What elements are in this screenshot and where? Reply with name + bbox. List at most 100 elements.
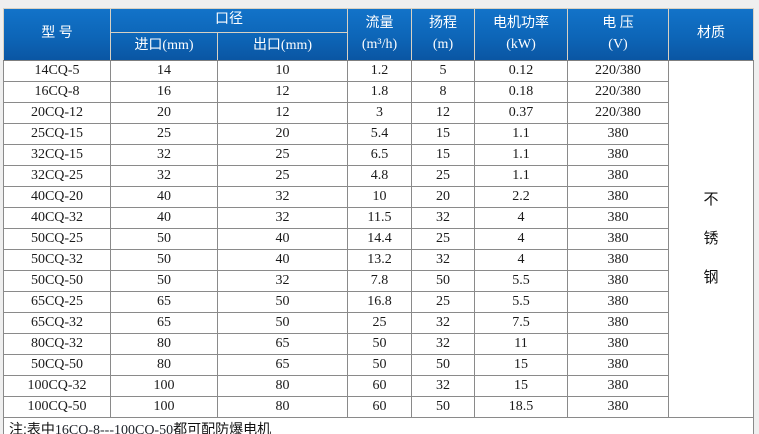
cell-voltage: 220/380 — [567, 102, 669, 124]
cell-flow: 6.5 — [347, 144, 412, 166]
note-row: 注:表中16CQ-8---100CQ-50都可配防爆电机 — [3, 417, 754, 434]
cell-flow: 1.2 — [347, 60, 412, 82]
cell-power: 7.5 — [474, 312, 568, 334]
cell-inlet: 16 — [110, 81, 218, 103]
cell-outlet: 80 — [217, 396, 348, 418]
table-row: 20CQ-12 20 12 3 12 0.37 220/380 — [3, 102, 754, 124]
cell-head: 32 — [411, 207, 475, 229]
header-head: 扬程 (m) — [411, 8, 475, 61]
cell-power: 1.1 — [474, 144, 568, 166]
cell-flow: 4.8 — [347, 165, 412, 187]
cell-model: 20CQ-12 — [3, 102, 111, 124]
cell-model: 50CQ-25 — [3, 228, 111, 250]
material-char: 钢 — [703, 270, 719, 286]
cell-inlet: 14 — [110, 60, 218, 82]
cell-model: 32CQ-25 — [3, 165, 111, 187]
cell-power: 18.5 — [474, 396, 568, 418]
cell-model: 32CQ-15 — [3, 144, 111, 166]
header-inlet: 进口(mm) — [110, 32, 218, 61]
cell-outlet: 12 — [217, 102, 348, 124]
cell-head: 8 — [411, 81, 475, 103]
cell-head: 5 — [411, 60, 475, 82]
cell-inlet: 40 — [110, 207, 218, 229]
table-row: 32CQ-15 32 25 6.5 15 1.1 380 — [3, 144, 754, 166]
cell-voltage: 380 — [567, 396, 669, 418]
cell-flow: 13.2 — [347, 249, 412, 271]
cell-power: 4 — [474, 207, 568, 229]
material-char: 不 — [703, 192, 719, 208]
cell-outlet: 20 — [217, 123, 348, 145]
cell-head: 25 — [411, 165, 475, 187]
header-caliber: 口径 — [110, 8, 348, 33]
cell-power: 0.18 — [474, 81, 568, 103]
cell-power: 1.1 — [474, 165, 568, 187]
cell-outlet: 12 — [217, 81, 348, 103]
cell-outlet: 25 — [217, 144, 348, 166]
cell-power: 11 — [474, 333, 568, 355]
cell-flow: 10 — [347, 186, 412, 208]
cell-outlet: 40 — [217, 249, 348, 271]
header-head-label: 扬程 — [429, 16, 457, 32]
cell-flow: 16.8 — [347, 291, 412, 313]
table-row: 14CQ-5 14 10 1.2 5 0.12 220/380 不锈钢 — [3, 60, 754, 418]
cell-voltage: 380 — [567, 375, 669, 397]
cell-flow: 1.8 — [347, 81, 412, 103]
header-head-unit: (m) — [432, 36, 454, 52]
cell-flow: 11.5 — [347, 207, 412, 229]
cell-voltage: 380 — [567, 123, 669, 145]
cell-voltage: 380 — [567, 249, 669, 271]
cell-power: 0.12 — [474, 60, 568, 82]
cell-model: 40CQ-20 — [3, 186, 111, 208]
table-row: 100CQ-50 100 80 60 50 18.5 380 — [3, 396, 754, 418]
cell-voltage: 380 — [567, 165, 669, 187]
header-voltage-label: 电 压 — [602, 16, 634, 32]
header-power-label: 电机功率 — [493, 16, 549, 32]
table-row: 100CQ-32 100 80 60 32 15 380 — [3, 375, 754, 397]
cell-power: 15 — [474, 375, 568, 397]
cell-model: 100CQ-32 — [3, 375, 111, 397]
cell-flow: 3 — [347, 102, 412, 124]
cell-outlet: 65 — [217, 354, 348, 376]
cell-flow: 50 — [347, 354, 412, 376]
table-row: 25CQ-15 25 20 5.4 15 1.1 380 — [3, 123, 754, 145]
cell-model: 40CQ-32 — [3, 207, 111, 229]
cell-head: 32 — [411, 249, 475, 271]
pump-spec-table: 型 号 口径 流量 (m³/h) 扬程 (m) 电机功率 (kW) 电 压 (V… — [3, 8, 754, 434]
header-material: 材质 — [668, 8, 754, 61]
cell-flow: 50 — [347, 333, 412, 355]
cell-head: 25 — [411, 291, 475, 313]
cell-outlet: 80 — [217, 375, 348, 397]
cell-voltage: 380 — [567, 207, 669, 229]
cell-head: 50 — [411, 354, 475, 376]
header-voltage-unit: (V) — [608, 36, 628, 52]
table-row: 65CQ-25 65 50 16.8 25 5.5 380 — [3, 291, 754, 313]
cell-power: 2.2 — [474, 186, 568, 208]
cell-inlet: 50 — [110, 249, 218, 271]
cell-flow: 14.4 — [347, 228, 412, 250]
cell-voltage: 380 — [567, 186, 669, 208]
material-char: 锈 — [703, 231, 719, 247]
cell-voltage: 220/380 — [567, 60, 669, 82]
cell-power: 4 — [474, 249, 568, 271]
header-flow: 流量 (m³/h) — [347, 8, 412, 61]
table-row: 50CQ-32 50 40 13.2 32 4 380 — [3, 249, 754, 271]
cell-inlet: 50 — [110, 270, 218, 292]
table-row: 65CQ-32 65 50 25 32 7.5 380 — [3, 312, 754, 334]
table-row: 40CQ-20 40 32 10 20 2.2 380 — [3, 186, 754, 208]
cell-voltage: 380 — [567, 144, 669, 166]
material-vertical-text: 不锈钢 — [669, 190, 753, 288]
cell-inlet: 25 — [110, 123, 218, 145]
table-body: 14CQ-5 14 10 1.2 5 0.12 220/380 不锈钢 16CQ-8 16 12 1.… — [3, 60, 754, 418]
cell-voltage: 380 — [567, 291, 669, 313]
cell-power: 1.1 — [474, 123, 568, 145]
cell-head: 32 — [411, 375, 475, 397]
cell-outlet: 25 — [217, 165, 348, 187]
table-row: 50CQ-50 80 65 50 50 15 380 — [3, 354, 754, 376]
table-row: 50CQ-25 50 40 14.4 25 4 380 — [3, 228, 754, 250]
header-power: 电机功率 (kW) — [474, 8, 568, 61]
cell-inlet: 40 — [110, 186, 218, 208]
cell-voltage: 380 — [567, 354, 669, 376]
cell-head: 32 — [411, 312, 475, 334]
cell-model: 50CQ-50 — [3, 270, 111, 292]
cell-inlet: 100 — [110, 375, 218, 397]
